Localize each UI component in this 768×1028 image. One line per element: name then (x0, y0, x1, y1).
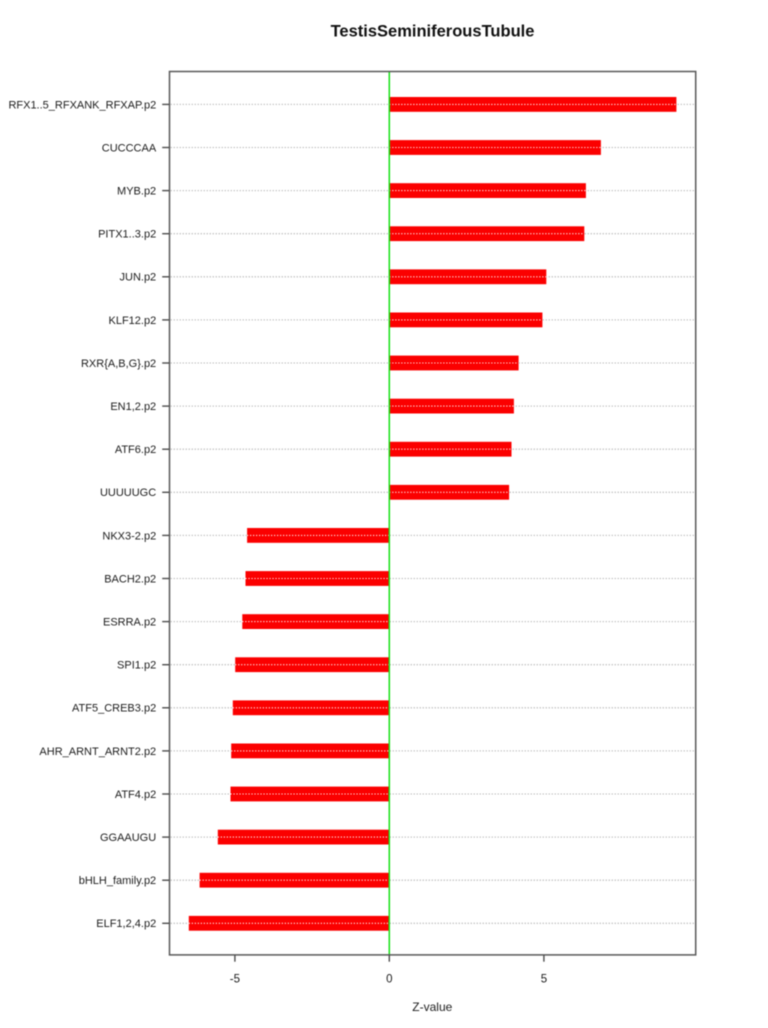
svg-text:UUUUUGC: UUUUUGC (100, 487, 156, 499)
svg-text:ATF6.p2: ATF6.p2 (115, 444, 156, 456)
svg-text:GGAAUGU: GGAAUGU (100, 832, 156, 844)
svg-text:ATF4.p2: ATF4.p2 (115, 789, 156, 801)
svg-text:TestisSeminiferousTubule: TestisSeminiferousTubule (331, 23, 535, 41)
svg-text:AHR_ARNT_ARNT2.p2: AHR_ARNT_ARNT2.p2 (39, 746, 156, 758)
svg-text:EN1,2.p2: EN1,2.p2 (110, 401, 156, 413)
svg-text:JUN.p2: JUN.p2 (120, 272, 157, 284)
svg-text:-5: -5 (230, 973, 240, 985)
svg-text:PITX1..3.p2: PITX1..3.p2 (98, 229, 156, 241)
svg-text:bHLH_family.p2: bHLH_family.p2 (79, 875, 156, 887)
svg-text:NKX3-2.p2: NKX3-2.p2 (102, 530, 156, 542)
svg-text:ATF5_CREB3.p2: ATF5_CREB3.p2 (72, 703, 156, 715)
svg-text:BACH2.p2: BACH2.p2 (104, 573, 156, 585)
svg-text:SPI1.p2: SPI1.p2 (117, 660, 156, 672)
svg-text:ELF1,2,4.p2: ELF1,2,4.p2 (96, 918, 156, 930)
svg-text:RFX1..5_RFXANK_RFXAP.p2: RFX1..5_RFXANK_RFXAP.p2 (8, 99, 156, 111)
svg-text:Z-value: Z-value (412, 1000, 452, 1014)
svg-text:ESRRA.p2: ESRRA.p2 (103, 617, 156, 629)
svg-text:KLF12.p2: KLF12.p2 (108, 315, 156, 327)
svg-text:CUCCCAA: CUCCCAA (102, 142, 157, 154)
svg-text:5: 5 (541, 973, 547, 985)
svg-text:RXR{A,B,G}.p2: RXR{A,B,G}.p2 (81, 358, 156, 370)
svg-text:MYB.p2: MYB.p2 (117, 186, 156, 198)
svg-text:0: 0 (386, 973, 392, 985)
